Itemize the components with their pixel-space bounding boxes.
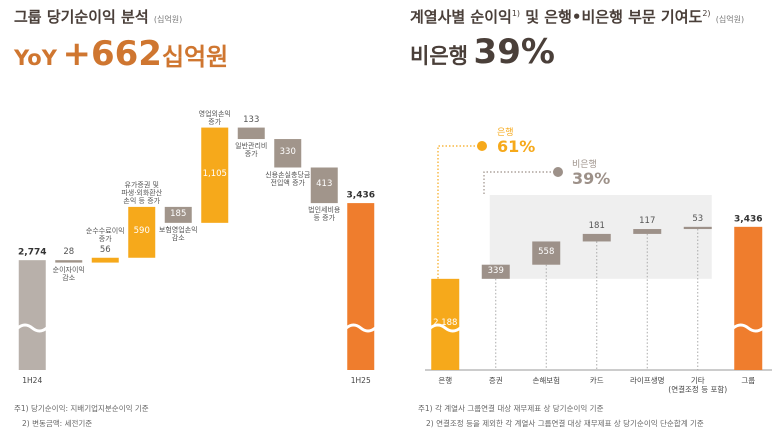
value-label: 53 [692, 214, 704, 225]
title-note: 1) [511, 9, 521, 18]
x-tick-label: 1H25 [350, 376, 371, 385]
value-label: 56 [99, 244, 111, 255]
x-tick-label: 1H24 [22, 376, 43, 385]
value-label: 413 [316, 179, 333, 190]
x-tick-label: 기타 (연결조정 등 포함) [668, 376, 728, 394]
value-label: 28 [63, 247, 75, 258]
category-label: 보험영업손익 감소 [158, 225, 198, 242]
value-label: 181 [588, 221, 605, 232]
value-label: 1,105 [202, 169, 227, 180]
bar [310, 167, 338, 204]
annotation-label: 은행 [497, 128, 514, 138]
headline-value: +662 [62, 34, 162, 74]
footnote: 주1) 당기순이익: 지배기업지분순이익 기준 [14, 404, 149, 413]
headline-unit: 십억원 [161, 43, 229, 71]
value-label: 2,188 [433, 318, 458, 329]
title-text: 및 은행•비은행 부문 기여도 [520, 8, 703, 26]
x-tick-label: 라이프생명 [630, 376, 665, 385]
bar [633, 229, 662, 234]
bar [734, 226, 763, 370]
annotation-line [483, 171, 558, 195]
value-label: 3,436 [346, 190, 375, 201]
annotation-dot [477, 141, 487, 151]
category-label: 신용손실충당금 전입액 증가 [265, 170, 311, 187]
category-label: 순수수료이익 증가 [85, 226, 125, 243]
annotation-value: 61% [497, 137, 536, 156]
category-label: 법인세비용 등 증가 [308, 206, 341, 223]
value-label: 558 [538, 247, 555, 258]
chart-title: 그룹 당기순이익 분석 (십억원) [14, 6, 182, 27]
value-label: 330 [279, 147, 296, 158]
bar [274, 139, 302, 168]
bar [347, 203, 375, 370]
bar [91, 257, 119, 263]
bar [164, 206, 192, 223]
bar [683, 226, 712, 230]
title-text: 계열사별 순이익 [410, 8, 512, 26]
chart-title: 계열사별 순이익1) 및 은행•비은행 부문 기여도2) (십억원) [410, 6, 744, 27]
category-label: 순이자이익 감소 [52, 265, 85, 282]
bar [55, 260, 83, 263]
axis-break [429, 323, 462, 333]
headline-label: YoY [14, 46, 57, 70]
category-label: 영업외손익 증가 [198, 109, 231, 126]
title-text: 그룹 당기순이익 분석 [14, 8, 149, 26]
bar [481, 264, 510, 279]
annotation-dot [553, 167, 563, 177]
bar [582, 233, 611, 242]
bar [532, 241, 561, 265]
bar [201, 127, 229, 223]
category-label: 일반관리비 증가 [235, 142, 268, 159]
value-label: 339 [487, 265, 504, 276]
axis-break [345, 323, 377, 333]
value-label: 3,436 [734, 214, 763, 225]
axis-break [732, 323, 765, 333]
headline: YoY +662십억원 [14, 34, 228, 74]
category-label: 유가증권 및 파생·외화환산 손익 등 증가 [121, 180, 163, 205]
footnote: 2) 연결조정 등을 제외한 각 계열사 그룹연결 대상 재무제표 상 당기순이… [426, 419, 704, 428]
value-label: 2,774 [18, 247, 47, 258]
headline: 비은행 39% [410, 32, 555, 72]
bar [237, 127, 265, 140]
unit: (십억원) [715, 15, 745, 24]
value-label: 185 [170, 208, 187, 219]
value-label: 133 [243, 114, 260, 125]
bar [128, 206, 156, 258]
axis-break [16, 323, 48, 333]
footnote: 주1) 각 계열사 그룹연결 대상 재무제표 상 당기순이익 기준 [418, 404, 604, 413]
headline-label: 비은행 [410, 44, 468, 68]
x-tick-label: 은행 [438, 376, 453, 385]
unit: (십억원) [153, 15, 183, 24]
x-tick-label: 증권 [488, 376, 503, 385]
annotation-line [437, 145, 482, 279]
value-label: 117 [639, 216, 656, 227]
value-label: 590 [133, 226, 150, 237]
bar [18, 260, 46, 370]
title-note: 2) [702, 9, 711, 18]
x-tick-label: 카드 [589, 376, 604, 385]
headline-value: 39% [473, 32, 555, 72]
x-tick-label: 손해보험 [532, 376, 561, 385]
footnote: 2) 변동금액: 세전기준 [22, 419, 93, 428]
annotation-value: 39% [572, 169, 611, 188]
x-tick-label: 그룹 [741, 376, 756, 385]
annotation-label: 비은행 [572, 160, 597, 170]
